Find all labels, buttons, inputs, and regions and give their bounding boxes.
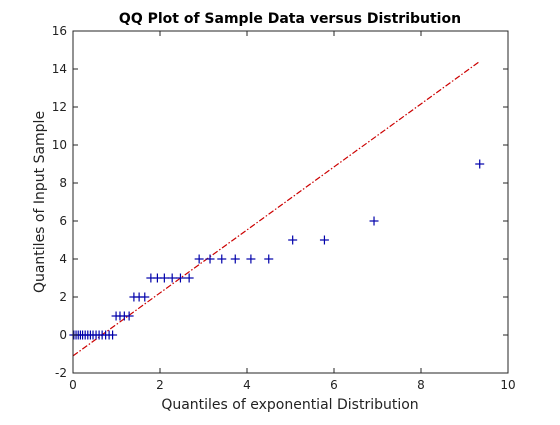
data-point: [159, 273, 169, 283]
data-point: [264, 254, 274, 264]
y-tick-label: 0: [59, 328, 67, 342]
data-point: [246, 254, 256, 264]
y-tick-label: 4: [59, 252, 67, 266]
data-point: [369, 216, 379, 226]
y-tick-label: -2: [55, 366, 67, 380]
y-tick-label: 2: [59, 290, 67, 304]
data-point: [175, 273, 185, 283]
reference-line: [72, 60, 481, 357]
data-point: [140, 292, 150, 302]
data-point: [205, 254, 215, 264]
data-points-layer: [69, 159, 485, 340]
data-point: [124, 311, 134, 321]
x-tick-label: 6: [330, 378, 338, 392]
y-tick-label: 16: [52, 24, 67, 38]
y-tick-label: 10: [52, 138, 67, 152]
x-tick-label: 4: [243, 378, 251, 392]
y-tick-label: 6: [59, 214, 67, 228]
data-point: [184, 273, 194, 283]
x-axis-label: Quantiles of exponential Distribution: [161, 397, 418, 413]
y-ticks-layer: -2 0 2 4 6 8 10 12 14 16: [52, 24, 508, 380]
plot-background: [73, 31, 508, 373]
x-ticks-layer: 0 2 4 6 8 10: [69, 31, 516, 392]
x-tick-label: 0: [69, 378, 77, 392]
data-point: [167, 273, 177, 283]
y-tick-label: 12: [52, 100, 67, 114]
data-point: [217, 254, 227, 264]
data-point: [475, 159, 485, 169]
axes-box: [72, 30, 509, 374]
x-tick-label: 10: [500, 378, 515, 392]
reference-line-layer: [72, 60, 481, 357]
data-point: [194, 254, 204, 264]
y-tick-label: 14: [52, 62, 67, 76]
chart-title: QQ Plot of Sample Data versus Distributi…: [119, 11, 461, 27]
data-point: [319, 235, 329, 245]
x-tick-label: 2: [156, 378, 164, 392]
data-point: [230, 254, 240, 264]
data-point: [108, 330, 118, 340]
x-tick-label: 8: [417, 378, 425, 392]
data-point: [288, 235, 298, 245]
y-tick-label: 8: [59, 176, 67, 190]
y-axis-label: Quantiles of Input Sample: [32, 111, 48, 293]
